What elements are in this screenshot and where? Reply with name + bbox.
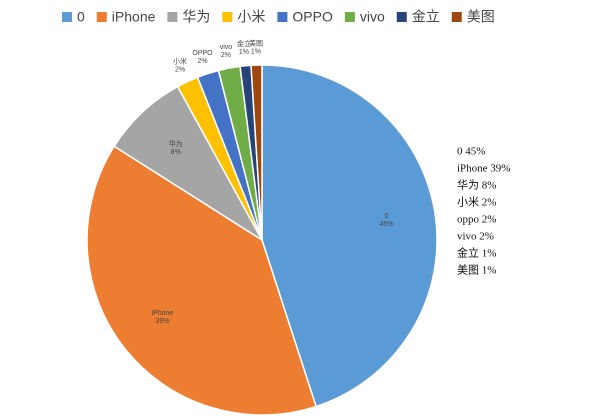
slice-label-value: 45% <box>379 221 393 228</box>
slice-label-value: 1% <box>251 48 261 55</box>
side-annotation: 金立 1% <box>457 246 496 260</box>
slice-label-name: 美图 <box>249 38 263 47</box>
slice-label-name: 小米 <box>173 57 187 66</box>
legend-swatch <box>277 12 288 22</box>
slice-label-name: 0 <box>384 213 388 220</box>
side-annotation: 华为 8% <box>457 178 496 192</box>
legend-swatch <box>62 12 72 22</box>
slice-label-value: 1% <box>239 49 249 56</box>
legend-label: 华为 <box>182 9 210 25</box>
slice-label-value: 2% <box>221 52 231 59</box>
legend-label: iPhone <box>112 9 156 25</box>
pie-slice <box>86 145 318 416</box>
pie-slice <box>261 64 438 408</box>
legend-label: 小米 <box>237 9 265 25</box>
slice-label-name: 金立 <box>237 39 251 48</box>
legend-label: 0 <box>77 9 85 25</box>
slice-label-name: vivo <box>220 44 233 51</box>
side-annotation: 小米 2% <box>457 196 496 209</box>
side-annotation: vivo 2% <box>457 231 494 243</box>
legend-label: 美图 <box>467 9 495 25</box>
side-annotation: iPhone 39% <box>457 163 510 175</box>
slice-label-name: 华为 <box>169 139 183 148</box>
slice-label-value: 39% <box>155 318 169 325</box>
slice-label-name: iPhone <box>152 310 174 317</box>
legend-swatch <box>396 12 407 22</box>
legend-label: OPPO <box>292 9 333 25</box>
side-annotation: 美图 1% <box>457 264 496 277</box>
legend-swatch <box>167 12 178 22</box>
slice-label-value: 2% <box>197 58 207 65</box>
legend-label: vivo <box>360 9 385 25</box>
side-annotation: 0 45% <box>457 146 485 158</box>
legend-swatch <box>451 12 462 22</box>
slice-label-value: 2% <box>175 67 185 74</box>
legend-swatch <box>96 12 107 22</box>
legend-swatch <box>222 12 233 22</box>
side-annotation: oppo 2% <box>457 214 496 226</box>
slice-label-name: OPPO <box>192 50 213 57</box>
legend-swatch <box>344 12 355 22</box>
pie-slice <box>250 64 263 241</box>
slice-label-value: 8% <box>171 149 181 156</box>
legend-label: 金立 <box>412 9 440 25</box>
